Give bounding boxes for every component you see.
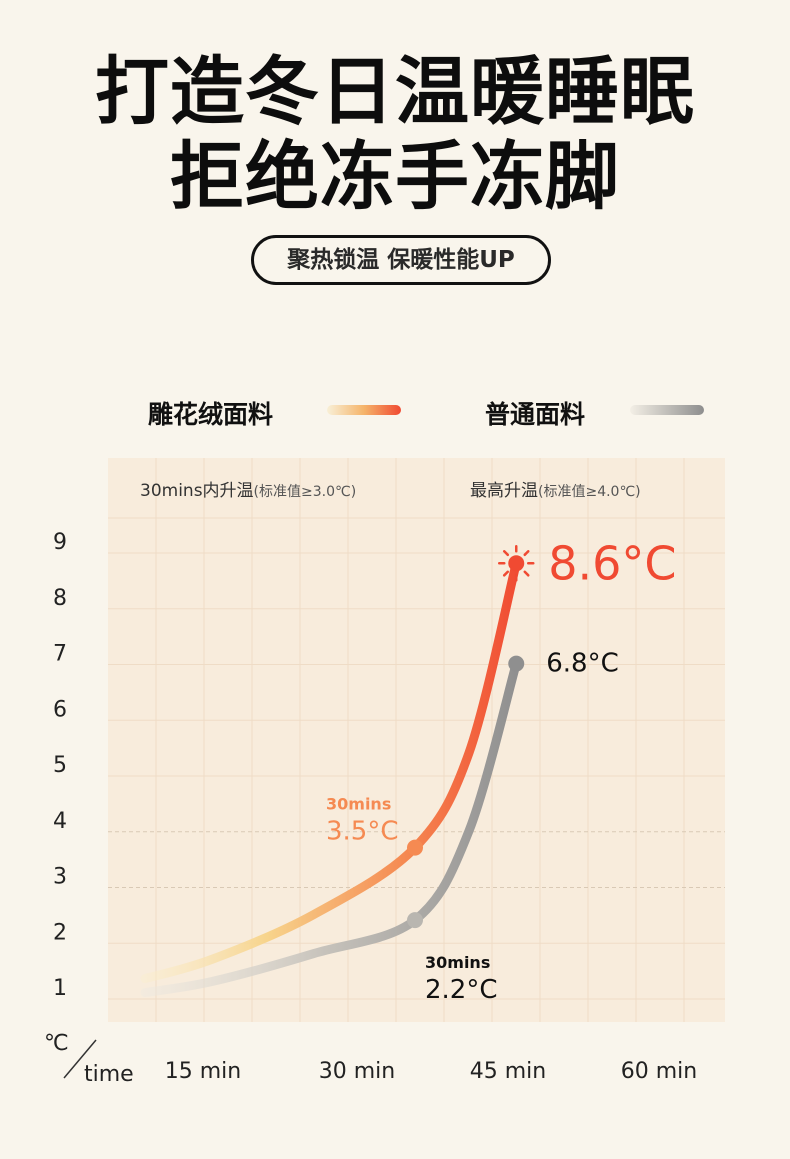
x-axis: 15 min 30 min 45 min 60 min (165, 1059, 697, 1084)
sun-icon (498, 545, 535, 582)
y-tick-label: 6 (53, 697, 67, 722)
x-tick-label: 60 min (621, 1059, 697, 1084)
y-tick-label: 7 (53, 642, 67, 667)
legend-swatch-fabric (327, 405, 401, 415)
end-value-plain: 6.8°C (546, 649, 619, 679)
data-point-fabric (407, 839, 423, 856)
x-tick-label: 45 min (470, 1059, 546, 1084)
x-tick-label: 30 min (319, 1059, 395, 1084)
data-point-plain (407, 912, 423, 929)
series-line-plain (140, 659, 521, 998)
legend-label-plain: 普通面料 (485, 400, 586, 429)
header-left: 30mins内升温(标准值≥3.0℃) (140, 481, 356, 501)
data-point-fabric (508, 555, 525, 572)
title-line-1: 打造冬日温暖睡眠 (95, 49, 695, 135)
sun-ray (523, 550, 530, 557)
legend-label-fabric: 雕花绒面料 (148, 400, 274, 429)
legend-swatch-plain (630, 405, 704, 415)
y-tick-label: 1 (53, 976, 67, 1001)
annotation-value-plain: 2.2°C (425, 975, 498, 1005)
series: 30mins 2.2°C 6.8°C 30mins 3.5°C 8.6°C (140, 536, 677, 1005)
y-axis: 1 2 3 4 5 6 7 8 9 (53, 530, 67, 1001)
series-line-fabric (140, 558, 521, 984)
unit-divider (63, 1039, 97, 1079)
grid (108, 458, 725, 1022)
annotation-label-plain: 30mins (425, 953, 490, 972)
header-right: 最高升温(标准值≥4.0℃) (470, 481, 641, 501)
plot-panel (108, 458, 725, 1022)
end-value-fabric: 8.6°C (548, 536, 676, 590)
sun-ray (502, 570, 510, 577)
title-line-2: 拒绝冻手冻脚 (170, 134, 620, 220)
annotation-label-fabric: 30mins (326, 795, 391, 814)
y-tick-label: 4 (53, 809, 67, 834)
y-tick-label: 9 (53, 530, 67, 555)
x-tick-label: 15 min (165, 1059, 241, 1084)
sun-ray (523, 570, 530, 577)
y-unit-label: ℃ (44, 1031, 69, 1056)
y-tick-label: 2 (53, 920, 67, 945)
tagline-badge: 聚热锁温 保暖性能UP (251, 235, 551, 285)
annotation-value-fabric: 3.5°C (326, 817, 399, 847)
y-tick-label: 3 (53, 865, 67, 890)
y-tick-label: 8 (53, 586, 67, 611)
x-unit-label: time (84, 1062, 134, 1087)
sun-ray (502, 550, 510, 557)
y-tick-label: 5 (53, 753, 67, 778)
data-point-plain (508, 655, 525, 672)
